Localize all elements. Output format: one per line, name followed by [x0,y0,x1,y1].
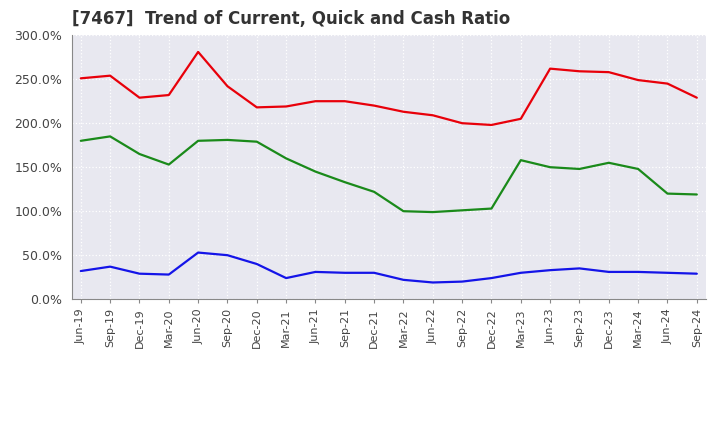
Current Ratio [605,70,613,75]
Quick Ratio [311,169,320,174]
Current Ratio [693,95,701,100]
Current Ratio [487,122,496,128]
Current Ratio [399,109,408,114]
Quick Ratio [399,209,408,214]
Quick Ratio [282,156,290,161]
Current Ratio [516,116,525,121]
Quick Ratio [663,191,672,196]
Cash Ratio [575,266,584,271]
Cash Ratio [546,268,554,273]
Current Ratio [106,73,114,78]
Current Ratio [164,92,173,98]
Cash Ratio [223,253,232,258]
Cash Ratio [693,271,701,276]
Current Ratio [194,49,202,55]
Quick Ratio [634,166,642,172]
Quick Ratio [341,180,349,185]
Current Ratio [458,121,467,126]
Cash Ratio [428,280,437,285]
Quick Ratio [135,151,144,157]
Cash Ratio [194,250,202,255]
Cash Ratio [253,261,261,267]
Current Ratio [135,95,144,100]
Quick Ratio [76,138,85,143]
Line: Quick Ratio: Quick Ratio [81,136,697,212]
Quick Ratio [164,162,173,167]
Current Ratio [223,84,232,89]
Quick Ratio [223,137,232,143]
Cash Ratio [311,269,320,275]
Current Ratio [253,105,261,110]
Quick Ratio [487,206,496,211]
Current Ratio [546,66,554,71]
Cash Ratio [487,275,496,281]
Current Ratio [341,99,349,104]
Quick Ratio [194,138,202,143]
Quick Ratio [106,134,114,139]
Current Ratio [634,77,642,83]
Current Ratio [76,76,85,81]
Quick Ratio [693,192,701,197]
Cash Ratio [458,279,467,284]
Cash Ratio [605,269,613,275]
Quick Ratio [428,209,437,215]
Quick Ratio [253,139,261,144]
Quick Ratio [546,165,554,170]
Line: Cash Ratio: Cash Ratio [81,253,697,282]
Cash Ratio [106,264,114,269]
Quick Ratio [516,158,525,163]
Cash Ratio [516,270,525,275]
Current Ratio [311,99,320,104]
Cash Ratio [341,270,349,275]
Cash Ratio [135,271,144,276]
Quick Ratio [370,189,379,194]
Current Ratio [282,104,290,109]
Cash Ratio [663,270,672,275]
Current Ratio [428,113,437,118]
Line: Current Ratio: Current Ratio [81,52,697,125]
Quick Ratio [605,160,613,165]
Cash Ratio [76,268,85,274]
Quick Ratio [575,166,584,172]
Cash Ratio [370,270,379,275]
Current Ratio [575,69,584,74]
Cash Ratio [282,275,290,281]
Cash Ratio [634,269,642,275]
Cash Ratio [164,272,173,277]
Current Ratio [370,103,379,108]
Cash Ratio [399,277,408,282]
Quick Ratio [458,208,467,213]
Current Ratio [663,81,672,86]
Text: [7467]  Trend of Current, Quick and Cash Ratio: [7467] Trend of Current, Quick and Cash … [72,10,510,28]
